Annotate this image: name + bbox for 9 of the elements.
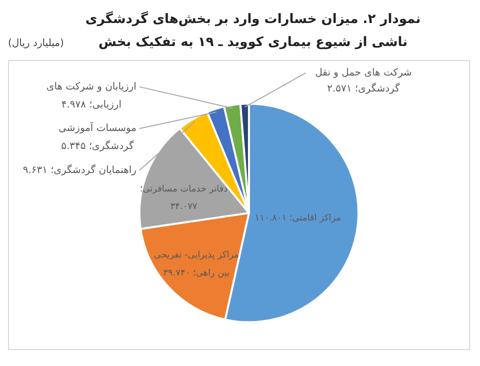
slice-label: موسسات آموزشی گردشگری؛ ۵.۳۴۵ [58, 121, 136, 152]
text: (میلیارد ریال) [8, 38, 64, 49]
chart-title: نمودار ۲. میزان خسارات وارد بر بخش‌های گردشگری ناشی از شیوع بیماری کووید ـ ۱۹ به تفکیک بخش [84, 10, 422, 52]
slice-label: مراکز پذیرایی- تفریحی بین راهی؛ ۳۹.۷۴۰ [154, 250, 240, 278]
data-label: ۳۴.۰۷۷ [170, 202, 198, 212]
slice-label: راهنمایان گردشگری؛ ۹.۶۳۱ [22, 164, 137, 176]
slice-label: مراکز اقامتی؛ ۱۱۰.۸۰۱ [254, 214, 342, 224]
slice-label: شرکت های حمل و نقل گردشگری؛ ۲.۵۷۱ [315, 68, 412, 94]
slice-label: ارزیابان و شرکت های ارزیابی؛ ۴.۹۷۸ [46, 81, 136, 110]
